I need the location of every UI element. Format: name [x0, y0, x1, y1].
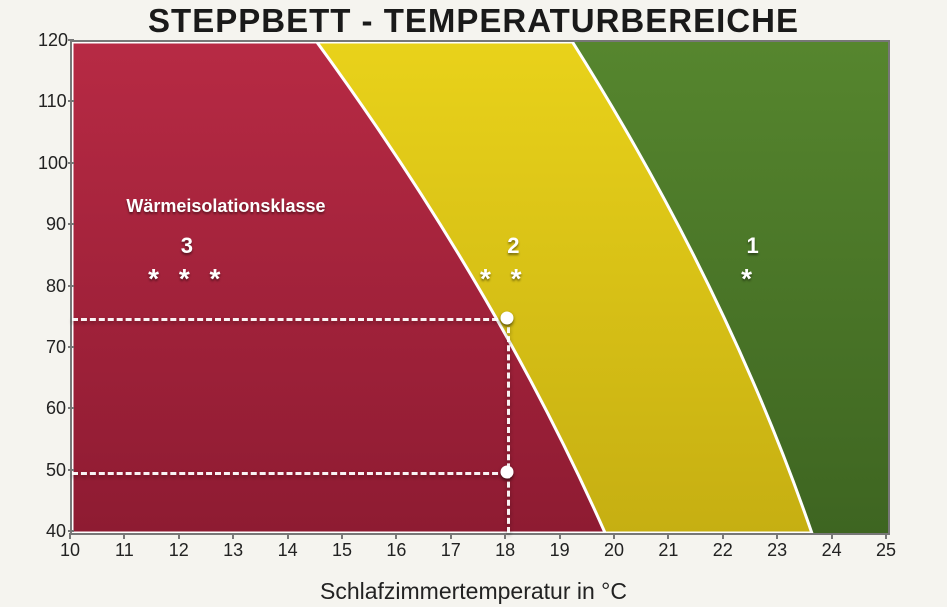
- plot-area: Wärmeisolationsklasse 3 * * * 2 * * 1 *: [70, 40, 890, 535]
- ytick: 70: [38, 337, 66, 358]
- xtick: 12: [164, 540, 194, 561]
- iso-label: Wärmeisolationsklasse: [126, 196, 325, 217]
- xtick: 25: [871, 540, 901, 561]
- xtick: 16: [381, 540, 411, 561]
- ytick: 110: [38, 91, 66, 112]
- xtick: 11: [109, 540, 139, 561]
- ytick: 60: [38, 398, 66, 419]
- ytick: 120: [38, 30, 66, 51]
- ytick: 50: [38, 460, 66, 481]
- marker-dot: [501, 312, 514, 325]
- xtick: 13: [218, 540, 248, 561]
- guide-line: [507, 318, 510, 533]
- ytick: 90: [38, 214, 66, 235]
- xtick: 17: [436, 540, 466, 561]
- zone3-num: 3: [181, 233, 193, 259]
- guide-line: [72, 318, 507, 321]
- xtick: 14: [273, 540, 303, 561]
- xtick: 20: [599, 540, 629, 561]
- xtick: 10: [55, 540, 85, 561]
- xtick: 24: [817, 540, 847, 561]
- ytick: 100: [38, 153, 66, 174]
- marker-dot: [501, 465, 514, 478]
- xtick: 23: [762, 540, 792, 561]
- chart-card: STEPPBETT - TEMPERATURBEREICHE Körpergew…: [0, 0, 947, 607]
- title: STEPPBETT - TEMPERATURBEREICHE: [0, 2, 947, 40]
- xtick: 18: [490, 540, 520, 561]
- xtick: 19: [545, 540, 575, 561]
- xtick: 22: [708, 540, 738, 561]
- zone1-stars: *: [741, 263, 758, 295]
- guide-line: [72, 472, 507, 475]
- zone1-num: 1: [747, 233, 759, 259]
- xtick: 15: [327, 540, 357, 561]
- zone2-stars: * *: [480, 263, 528, 295]
- zone2-num: 2: [507, 233, 519, 259]
- ytick: 80: [38, 276, 66, 297]
- x-axis-label: Schlafzimmertemperatur in °C: [0, 578, 947, 605]
- ytick: 40: [38, 521, 66, 542]
- zone3-stars: * * *: [148, 263, 226, 295]
- xtick: 21: [653, 540, 683, 561]
